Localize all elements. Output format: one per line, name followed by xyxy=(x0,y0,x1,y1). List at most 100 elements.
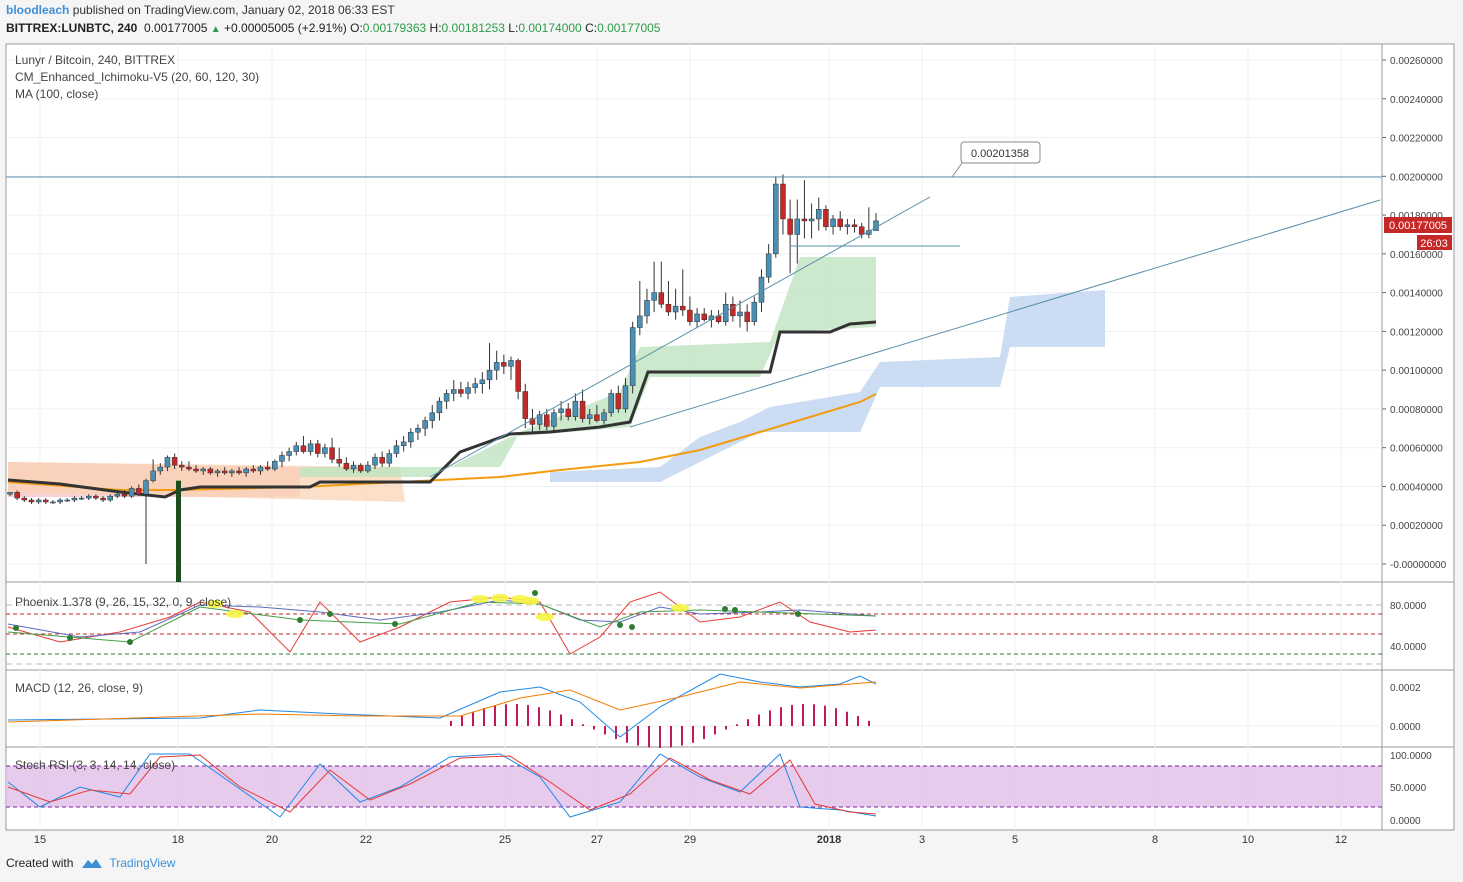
phoenix-tick-label: 40.0000 xyxy=(1390,642,1427,653)
candle-body xyxy=(701,313,707,321)
candle-body xyxy=(35,499,42,503)
candle-body xyxy=(143,480,149,495)
phoenix-tick-label: 80.0000 xyxy=(1390,601,1427,612)
phoenix-dot xyxy=(392,621,398,627)
last-price: 0.00177005 xyxy=(144,21,208,35)
candle-body xyxy=(808,218,815,222)
candle-body xyxy=(400,441,407,447)
candle-body xyxy=(250,468,257,472)
symbol-label: BITTREX:LUNBTC, 240 xyxy=(6,21,138,35)
level-label: 0.00201358 xyxy=(971,148,1029,160)
last-price-tag-label: 0.00177005 xyxy=(1389,220,1447,232)
candle-body xyxy=(665,303,672,313)
quote-bar: BITTREX:LUNBTC, 240 0.00177005 ▲ +0.0000… xyxy=(6,21,660,35)
candle-body xyxy=(787,218,793,235)
candle-body xyxy=(515,360,521,392)
candle-body xyxy=(350,464,357,470)
candle-body xyxy=(379,457,385,464)
phoenix-highlight xyxy=(226,610,244,618)
open-label: O: xyxy=(350,21,363,35)
candle-body xyxy=(551,412,557,427)
candle-body xyxy=(329,447,335,460)
candle-body xyxy=(171,457,178,466)
candle-body xyxy=(758,276,765,303)
price-tick-label: 0.00140000 xyxy=(1390,289,1443,300)
candle-body xyxy=(78,497,85,500)
phoenix-highlight xyxy=(471,595,489,603)
candle-body xyxy=(272,461,278,470)
tradingview-label: TradingView xyxy=(109,856,176,870)
candle-body xyxy=(393,445,400,454)
tradingview-brand[interactable]: TradingView xyxy=(81,856,175,870)
phoenix-dot xyxy=(297,617,303,623)
candle-body xyxy=(765,253,772,278)
chart-canvas[interactable]: 80.0000 40.0000 0.0002 0.0000 100.0000 5 0.000… xyxy=(0,42,1463,848)
candle-body xyxy=(71,497,78,501)
candle-body xyxy=(823,209,829,227)
candle-body xyxy=(200,468,206,472)
cloud-green xyxy=(300,257,876,477)
price-tick-label: -0.00000000 xyxy=(1390,560,1447,571)
macd-line xyxy=(7,673,877,738)
candle-body xyxy=(594,414,600,421)
time-axis[interactable]: 15 18 20 22 25 27 29 2018 3 5 8 10 12 xyxy=(34,834,1347,846)
candle-body xyxy=(572,400,579,417)
candle-body xyxy=(57,499,63,503)
drawings[interactable] xyxy=(6,162,1382,478)
candle-body xyxy=(851,224,858,227)
phoenix-highlight xyxy=(671,604,689,612)
candle-body xyxy=(229,470,235,474)
stochrsi-tick-label: 100.0000 xyxy=(1390,751,1432,762)
candle-body xyxy=(214,470,221,474)
candle-body xyxy=(128,488,135,497)
candle-body xyxy=(408,431,414,443)
phoenix-dot xyxy=(617,622,623,628)
phoenix-dot xyxy=(327,611,333,617)
created-with-label: Created with xyxy=(6,856,74,870)
indicator-panes: 80.0000 40.0000 0.0002 0.0000 100.0000 50.000… xyxy=(6,590,1432,827)
price-tick-label: 0.00100000 xyxy=(1390,366,1443,377)
macd-tick-label: 0.0000 xyxy=(1390,722,1421,733)
candle-body xyxy=(450,389,457,394)
candle-body xyxy=(501,362,507,367)
candle-body xyxy=(536,414,543,425)
stochrsi-band xyxy=(6,766,1382,807)
candle-body xyxy=(486,369,493,381)
candle-body xyxy=(615,393,622,410)
candle-body xyxy=(830,218,836,227)
footer: Created with TradingView xyxy=(6,856,175,870)
price-tick-label: 0.00160000 xyxy=(1390,250,1443,261)
candle-body xyxy=(279,455,285,462)
price-tick-label: 0.00080000 xyxy=(1390,405,1443,416)
spike-bar xyxy=(176,480,181,582)
phoenix-dot xyxy=(67,635,73,641)
stochrsi-k-line xyxy=(7,753,877,818)
price-change: +0.00005005 (+2.91%) xyxy=(224,21,347,35)
price-tick-label: 0.00240000 xyxy=(1390,95,1443,106)
candle-body xyxy=(436,400,443,414)
price-tick-label: 0.00040000 xyxy=(1390,482,1443,493)
grid xyxy=(6,44,1454,831)
legend-ichimoku: CM_Enhanced_Ichimoku-V5 (20, 60, 120, 30… xyxy=(15,70,259,84)
author-link[interactable]: bloodleach xyxy=(6,3,70,17)
ichimoku-baseline xyxy=(7,320,877,499)
candle-body xyxy=(14,492,20,499)
macd-tick-label: 0.0002 xyxy=(1390,683,1421,694)
level-callout[interactable]: 0.00201358 xyxy=(960,141,1041,164)
up-triangle-icon: ▲ xyxy=(210,24,221,35)
candle-body xyxy=(579,400,586,419)
chart-legend: Lunyr / Bitcoin, 240, BITTREX CM_Enhance… xyxy=(15,53,259,772)
close-value: 0.00177005 xyxy=(597,21,661,35)
candle-body xyxy=(493,362,500,371)
price-axis[interactable]: 0.00260000 0.00240000 0.00220000 0.00200000… xyxy=(1382,56,1447,571)
phoenix-highlight xyxy=(521,597,539,605)
legend-ma: MA (100, close) xyxy=(15,87,98,101)
time-tick-label: 5 xyxy=(1012,834,1018,846)
candle-body xyxy=(100,497,106,501)
price-tick-label: 0.00200000 xyxy=(1390,172,1443,183)
candle-body xyxy=(694,313,700,322)
candle-body xyxy=(121,493,128,497)
phoenix-dot xyxy=(722,606,728,612)
time-tick-label: 12 xyxy=(1335,834,1347,846)
candle-body xyxy=(415,428,421,433)
